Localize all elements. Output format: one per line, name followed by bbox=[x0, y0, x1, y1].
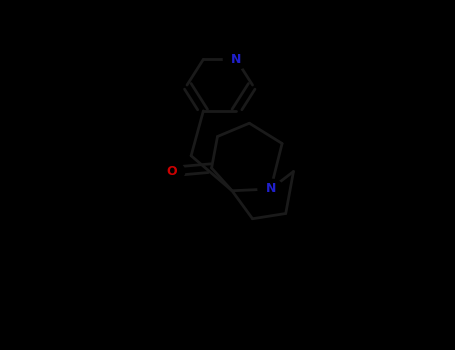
Circle shape bbox=[223, 49, 249, 69]
Text: N: N bbox=[266, 182, 276, 196]
Text: N: N bbox=[231, 53, 241, 66]
Circle shape bbox=[159, 162, 185, 181]
Text: O: O bbox=[167, 165, 177, 178]
Circle shape bbox=[258, 179, 283, 199]
